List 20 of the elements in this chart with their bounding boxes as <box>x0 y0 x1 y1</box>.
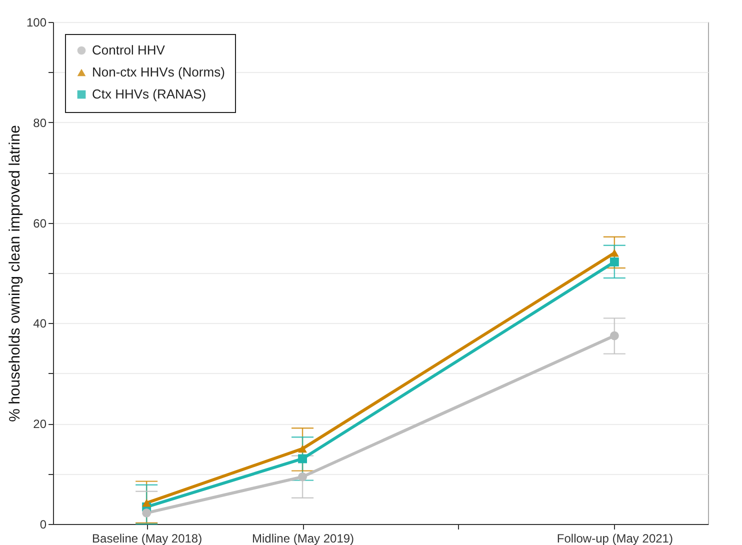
x-tick-label: Midline (May 2019) <box>252 532 354 545</box>
y-tick-label: 40 <box>33 316 47 331</box>
y-axis-title: % households owning clean improved latrine <box>6 125 24 422</box>
y-tick-label: 0 <box>40 518 47 532</box>
point <box>142 508 152 518</box>
y-tick-label: 20 <box>33 417 47 432</box>
y-tick-label: 60 <box>33 216 47 230</box>
x-tick-label: Baseline (May 2018) <box>92 532 202 545</box>
point <box>142 499 152 507</box>
point <box>610 331 619 340</box>
point <box>298 444 307 453</box>
point <box>298 454 307 464</box>
y-tick-label: 100 <box>26 16 47 30</box>
legend-label: Non-ctx HHVs (Norms) <box>92 64 225 80</box>
legend-label: Control HHV <box>92 42 166 58</box>
x-tick-label: Follow-up (May 2021) <box>556 532 673 545</box>
point <box>298 472 307 482</box>
y-tick-label: 80 <box>33 116 47 130</box>
point <box>610 257 619 266</box>
legend-label: Ctx HHVs (RANAS) <box>92 86 206 102</box>
